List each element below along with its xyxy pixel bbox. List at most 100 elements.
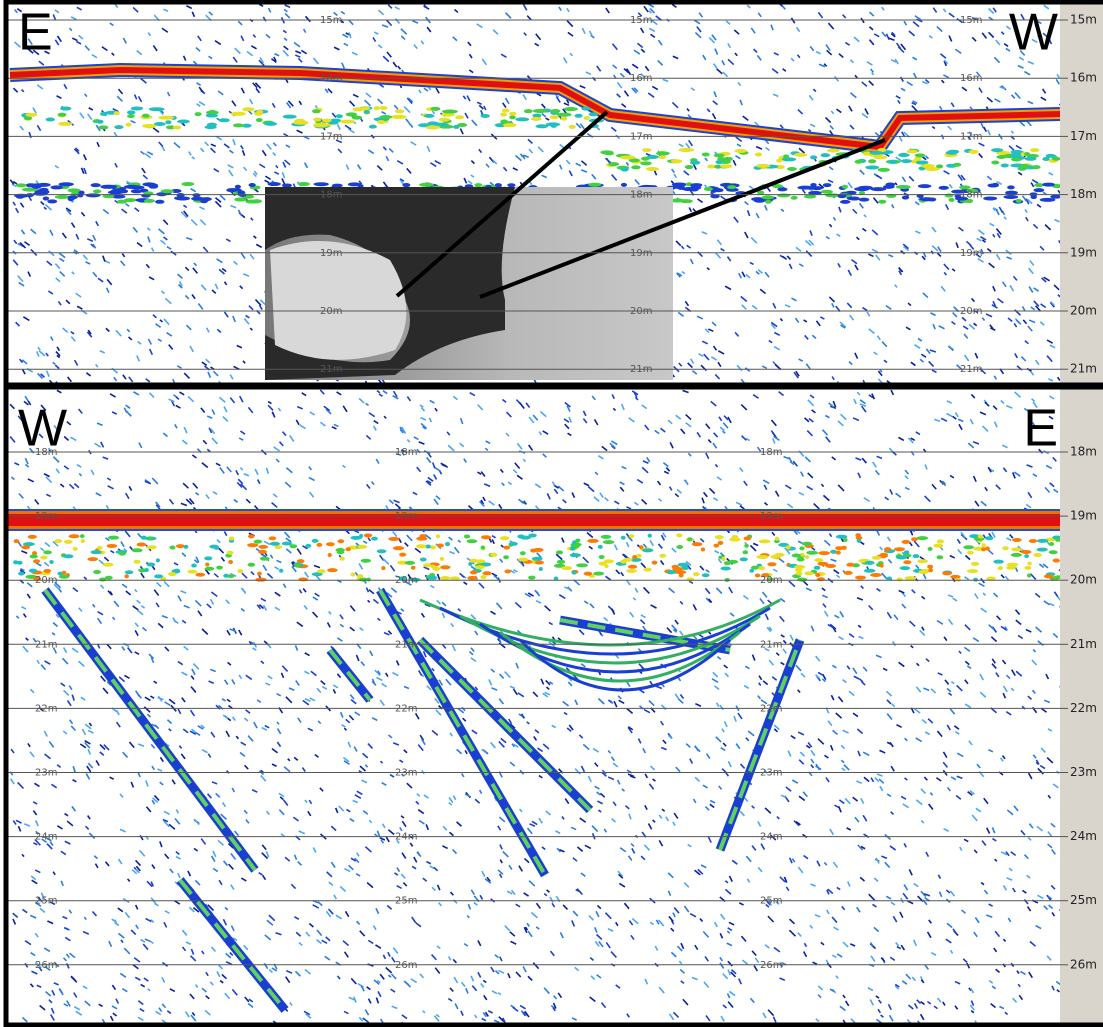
sub-layer-echo — [702, 153, 710, 157]
echo-speckle — [723, 72, 728, 77]
echo-speckle — [472, 730, 477, 733]
echo-speckle — [233, 57, 237, 62]
deep-layer-echo — [588, 183, 601, 187]
deep-layer-echo — [474, 183, 482, 187]
echo-speckle — [232, 101, 236, 106]
echo-speckle — [1018, 66, 1024, 68]
deep-layer-echo — [727, 185, 736, 189]
echo-speckle — [960, 847, 962, 851]
deep-layer-echo — [58, 182, 73, 186]
deep-layer-echo — [987, 183, 999, 187]
echo-speckle — [710, 488, 715, 493]
echo-speckle — [228, 662, 231, 665]
echo-speckle — [533, 415, 537, 420]
echo-speckle — [391, 588, 396, 592]
echo-speckle — [350, 627, 355, 631]
echo-speckle — [997, 616, 1001, 620]
echo-speckle — [650, 922, 653, 924]
echo-speckle — [727, 257, 730, 261]
echo-speckle — [320, 788, 323, 791]
echo-speckle — [246, 499, 250, 503]
echo-speckle — [974, 323, 977, 325]
echo-speckle — [790, 919, 795, 924]
echo-speckle — [736, 744, 740, 749]
echo-speckle — [71, 976, 75, 980]
echo-speckle — [861, 586, 864, 589]
echo-speckle — [126, 591, 131, 595]
echo-speckle — [1036, 306, 1041, 311]
echo-speckle — [367, 987, 371, 990]
sub-layer-echo — [775, 537, 779, 541]
echo-speckle — [587, 533, 593, 538]
echo-speckle — [164, 9, 169, 11]
sub-layer-echo — [969, 150, 979, 154]
echo-speckle — [906, 327, 910, 329]
echo-speckle — [298, 718, 301, 723]
echo-speckle — [916, 565, 919, 569]
echo-speckle — [422, 613, 425, 617]
echo-speckle — [995, 931, 999, 936]
echo-speckle — [570, 53, 572, 56]
sub-layer-echo — [626, 569, 637, 573]
echo-speckle — [972, 815, 977, 821]
echo-speckle — [35, 870, 40, 873]
echo-speckle — [542, 113, 546, 116]
echo-speckle — [1041, 708, 1046, 712]
echo-speckle — [282, 666, 287, 672]
sub-layer-echo — [327, 568, 338, 572]
sub-layer-echo — [724, 157, 733, 161]
echo-speckle — [1027, 465, 1033, 467]
echo-speckle — [121, 940, 123, 943]
echo-speckle — [13, 919, 15, 924]
echo-speckle — [881, 856, 887, 858]
sub-layer-echo — [678, 563, 689, 567]
echo-speckle — [1052, 912, 1054, 916]
echo-speckle — [334, 47, 339, 49]
echo-speckle — [400, 827, 402, 830]
echo-speckle — [544, 988, 549, 994]
echo-speckle — [956, 796, 961, 800]
echo-speckle — [237, 346, 242, 348]
echo-speckle — [861, 798, 864, 803]
echo-speckle — [1011, 95, 1014, 98]
echo-speckle — [937, 27, 942, 32]
echo-speckle — [89, 833, 94, 839]
echo-speckle — [697, 316, 703, 319]
echo-speckle — [963, 959, 967, 962]
sub-layer-echo — [43, 550, 52, 554]
echo-speckle — [495, 955, 499, 958]
echo-speckle — [871, 943, 873, 946]
echo-speckle — [585, 845, 591, 848]
echo-speckle — [118, 908, 123, 912]
echo-speckle — [914, 883, 918, 886]
echo-speckle — [449, 552, 454, 554]
echo-speckle — [828, 721, 832, 726]
echo-speckle — [383, 182, 387, 187]
echo-speckle — [141, 985, 145, 987]
echo-speckle — [61, 881, 63, 886]
echo-speckle — [469, 54, 472, 58]
echo-speckle — [267, 144, 271, 150]
echo-speckle — [432, 668, 434, 670]
echo-speckle — [1005, 1012, 1008, 1014]
echo-speckle — [186, 295, 189, 298]
echo-speckle — [915, 202, 919, 205]
sub-layer-echo — [557, 113, 572, 117]
echo-speckle — [876, 655, 882, 657]
echo-speckle — [311, 671, 316, 675]
echo-speckle — [236, 470, 238, 475]
echo-speckle — [47, 921, 53, 924]
deep-layer-echo — [920, 197, 935, 201]
sub-layer-echo — [114, 111, 120, 115]
echo-speckle — [264, 541, 270, 544]
echo-speckle — [164, 237, 168, 240]
echo-speckle — [89, 723, 91, 726]
echo-speckle — [1029, 972, 1033, 978]
echo-speckle — [503, 167, 506, 171]
echo-speckle — [48, 291, 52, 294]
echo-speckle — [31, 229, 36, 233]
echo-speckle — [642, 499, 647, 504]
echo-speckle — [165, 911, 169, 913]
echo-speckle — [119, 859, 122, 864]
echo-speckle — [377, 166, 382, 171]
